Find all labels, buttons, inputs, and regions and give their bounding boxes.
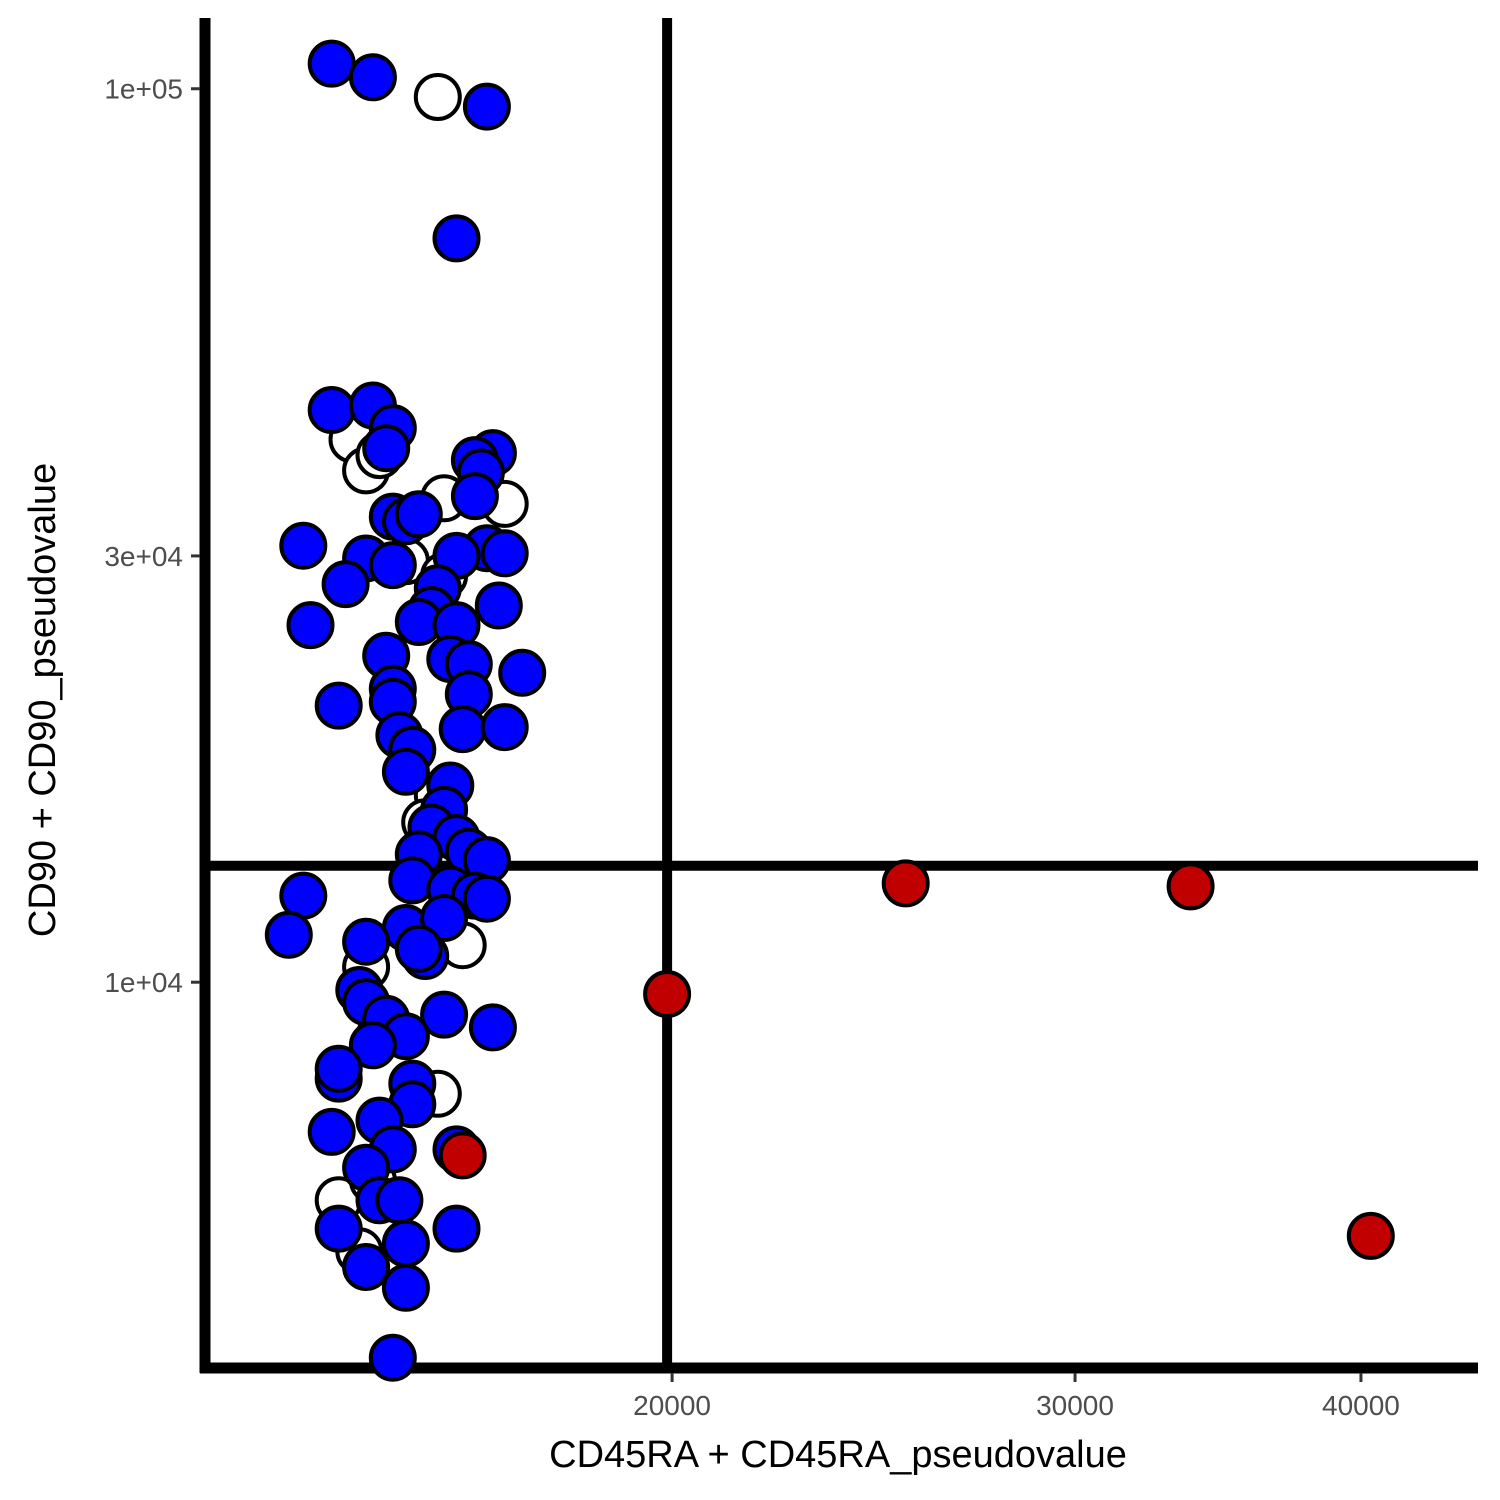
data-point (420, 990, 469, 1039)
data-point (381, 1219, 430, 1268)
data-point (314, 1044, 363, 1093)
data-point (264, 910, 313, 959)
data-point (368, 541, 417, 590)
data-point (480, 703, 529, 752)
data-point (643, 970, 692, 1018)
x-tick-label: 20000 (633, 1390, 711, 1421)
data-point (381, 1263, 430, 1312)
data-point (307, 1107, 356, 1156)
data-point (314, 1204, 363, 1253)
data-point (279, 521, 328, 570)
data-point (368, 1333, 417, 1382)
data-point (468, 1003, 517, 1052)
x-axis-title: CD45RA + CD45RA_pseudovalue (549, 1434, 1127, 1476)
data-point (881, 859, 930, 908)
data-points (264, 39, 1395, 1382)
data-point (375, 1176, 424, 1225)
data-point (432, 1204, 481, 1253)
data-point (348, 53, 397, 102)
y-tick-label: 1e+05 (104, 74, 183, 105)
data-point (498, 648, 547, 697)
x-tick-label: 40000 (1322, 1390, 1400, 1421)
data-point (381, 747, 430, 796)
x-tick-label: 30000 (1036, 1390, 1114, 1421)
data-point (420, 894, 469, 942)
data-point (321, 560, 370, 609)
data-point (307, 39, 356, 88)
data-point (432, 214, 481, 263)
data-point (362, 424, 411, 473)
y-tick-label: 3e+04 (104, 541, 183, 572)
data-point (1166, 862, 1215, 911)
data-point (342, 1243, 391, 1291)
data-point (394, 924, 443, 973)
data-point (438, 1131, 487, 1180)
y-tick-label: 1e+04 (104, 967, 183, 998)
tick-labels: 20000 30000 40000 1e+04 3e+04 1e+05 (104, 74, 1400, 1421)
data-point (413, 73, 462, 121)
data-point (348, 1021, 397, 1070)
data-point (307, 386, 356, 434)
data-point (286, 601, 335, 650)
data-point (450, 472, 499, 521)
data-point (462, 874, 511, 923)
y-axis-title: CD90 + CD90_pseudovalue (22, 463, 64, 937)
data-point (474, 581, 523, 630)
data-point (394, 490, 443, 539)
data-point (1346, 1211, 1395, 1260)
data-point (314, 681, 363, 730)
data-point (462, 82, 511, 131)
data-point (480, 529, 529, 578)
data-point (342, 917, 391, 966)
data-point (438, 705, 487, 754)
